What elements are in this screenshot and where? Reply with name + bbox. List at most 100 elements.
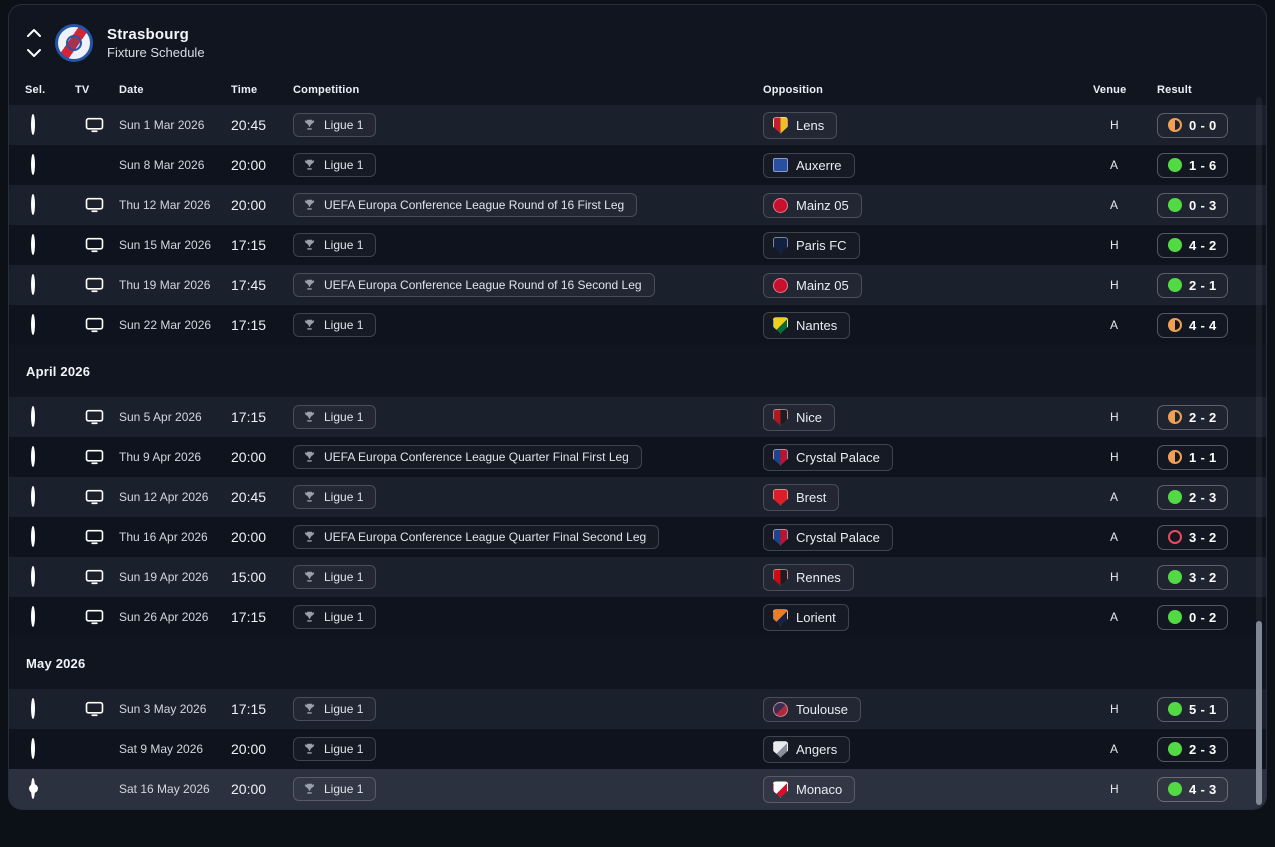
col-time: Time (231, 84, 258, 96)
opposition-badge: Nice (763, 403, 836, 431)
page-title: Strasbourg (107, 26, 190, 43)
result-badge: 5 - 1 (1157, 696, 1228, 722)
fixture-date: Sat 9 May 2026 (119, 742, 204, 756)
fixture-row[interactable]: Sun 5 Apr 2026 17:15 Ligue 1 Nice H 2 - … (9, 397, 1266, 437)
fixture-time: 20:45 (231, 117, 267, 133)
competition-label: Ligue 1 (324, 158, 364, 172)
tv-icon (85, 317, 104, 333)
sel-radio[interactable] (31, 446, 35, 467)
sel-radio[interactable] (31, 566, 35, 587)
chevron-down-icon[interactable] (25, 47, 43, 59)
fixture-list: Sun 1 Mar 2026 20:45 Ligue 1 Lens H 0 - … (9, 105, 1266, 809)
sel-radio[interactable] (31, 698, 35, 719)
competition-badge: Ligue 1 (293, 405, 377, 429)
result-badge: 4 - 3 (1157, 776, 1228, 802)
sel-radio[interactable] (31, 606, 35, 627)
tv-icon (85, 569, 104, 585)
fixture-date: Sat 16 May 2026 (119, 782, 210, 796)
month-section-header: May 2026 (9, 637, 1266, 689)
competition-label: Ligue 1 (324, 782, 364, 796)
competition-badge: Ligue 1 (293, 485, 377, 509)
sel-radio[interactable] (31, 406, 35, 427)
fixture-row[interactable]: Sun 26 Apr 2026 17:15 Ligue 1 Lorient A … (9, 597, 1266, 637)
chevron-up-icon[interactable] (25, 27, 43, 39)
competition-badge: Ligue 1 (293, 697, 377, 721)
club-crest-icon (773, 158, 788, 172)
competition-badge: UEFA Europa Conference League Quarter Fi… (293, 445, 642, 469)
sel-radio[interactable] (31, 274, 35, 295)
fixture-time: 20:45 (231, 489, 267, 505)
fixture-date: Thu 19 Mar 2026 (119, 278, 211, 292)
result-badge: 4 - 4 (1157, 312, 1228, 338)
result-outcome-icon (1168, 742, 1182, 756)
trophy-icon (304, 451, 315, 462)
venue-indicator: A (1110, 530, 1119, 544)
fixture-row[interactable]: Sun 22 Mar 2026 17:15 Ligue 1 Nantes A 4… (9, 305, 1266, 345)
competition-label: Ligue 1 (324, 238, 364, 252)
sel-radio[interactable] (31, 778, 35, 799)
fixture-time: 20:00 (231, 449, 267, 465)
fixture-date: Sun 12 Apr 2026 (119, 490, 209, 504)
competition-badge: Ligue 1 (293, 737, 377, 761)
result-score: 3 - 2 (1189, 529, 1217, 545)
competition-label: Ligue 1 (324, 702, 364, 716)
sel-radio[interactable] (31, 114, 35, 135)
result-badge: 2 - 3 (1157, 736, 1228, 762)
venue-indicator: H (1110, 278, 1119, 292)
fixture-row[interactable]: Sun 1 Mar 2026 20:45 Ligue 1 Lens H 0 - … (9, 105, 1266, 145)
sel-radio[interactable] (31, 738, 35, 759)
fixture-row[interactable]: Thu 16 Apr 2026 20:00 UEFA Europa Confer… (9, 517, 1266, 557)
fixture-row[interactable]: Sun 8 Mar 2026 20:00 Ligue 1 Auxerre A 1… (9, 145, 1266, 185)
opposition-name: Lorient (796, 609, 836, 625)
fixture-row[interactable]: Thu 12 Mar 2026 20:00 UEFA Europa Confer… (9, 185, 1266, 225)
fixture-time: 20:00 (231, 781, 267, 797)
club-crest-icon (773, 608, 788, 626)
result-score: 5 - 1 (1189, 701, 1217, 717)
fixture-row[interactable]: Sun 12 Apr 2026 20:45 Ligue 1 Brest A 2 … (9, 477, 1266, 517)
club-crest-icon (773, 740, 788, 758)
opposition-name: Toulouse (796, 701, 849, 717)
fixture-row[interactable]: Sat 16 May 2026 20:00 Ligue 1 Monaco H 4… (9, 769, 1266, 809)
club-logo (55, 24, 93, 62)
sel-radio[interactable] (31, 154, 35, 175)
opposition-name: Nantes (796, 317, 838, 333)
fixture-row[interactable]: Sat 9 May 2026 20:00 Ligue 1 Angers A 2 … (9, 729, 1266, 769)
fixture-row[interactable]: Sun 15 Mar 2026 17:15 Ligue 1 Paris FC H… (9, 225, 1266, 265)
competition-badge: UEFA Europa Conference League Round of 1… (293, 273, 655, 297)
tv-icon (85, 489, 104, 505)
fixture-row[interactable]: Thu 19 Mar 2026 17:45 UEFA Europa Confer… (9, 265, 1266, 305)
venue-indicator: H (1110, 702, 1119, 716)
sel-radio[interactable] (31, 486, 35, 507)
fixture-row[interactable]: Sun 19 Apr 2026 15:00 Ligue 1 Rennes H 3… (9, 557, 1266, 597)
opposition-name: Crystal Palace (796, 529, 880, 545)
fixture-date: Thu 16 Apr 2026 (119, 530, 208, 544)
fixture-row[interactable]: Sun 3 May 2026 17:15 Ligue 1 Toulouse H … (9, 689, 1266, 729)
sel-radio[interactable] (31, 194, 35, 215)
club-crest-icon (773, 701, 788, 717)
competition-label: UEFA Europa Conference League Quarter Fi… (324, 530, 647, 544)
venue-indicator: A (1110, 610, 1119, 624)
fixture-row[interactable]: Thu 9 Apr 2026 20:00 UEFA Europa Confere… (9, 437, 1266, 477)
result-badge: 2 - 3 (1157, 484, 1228, 510)
competition-label: UEFA Europa Conference League Round of 1… (324, 198, 625, 212)
scrollbar-thumb[interactable] (1256, 621, 1262, 805)
sel-radio[interactable] (31, 314, 35, 335)
opposition-badge: Brest (763, 483, 840, 511)
opposition-name: Monaco (796, 781, 843, 797)
venue-indicator: A (1110, 158, 1119, 172)
sel-radio[interactable] (31, 526, 35, 547)
page-subtitle: Fixture Schedule (107, 45, 205, 60)
tv-icon (85, 237, 104, 253)
result-outcome-icon (1168, 238, 1182, 252)
venue-indicator: A (1110, 490, 1119, 504)
result-outcome-icon (1168, 570, 1182, 584)
sel-radio[interactable] (31, 234, 35, 255)
competition-badge: Ligue 1 (293, 565, 377, 589)
scrollbar-track[interactable] (1256, 97, 1262, 803)
fixture-time: 17:15 (231, 409, 267, 425)
opposition-badge: Mainz 05 (763, 192, 862, 218)
club-crest-icon (773, 408, 788, 426)
result-score: 2 - 3 (1189, 741, 1217, 757)
competition-label: Ligue 1 (324, 318, 364, 332)
competition-badge: Ligue 1 (293, 777, 377, 801)
